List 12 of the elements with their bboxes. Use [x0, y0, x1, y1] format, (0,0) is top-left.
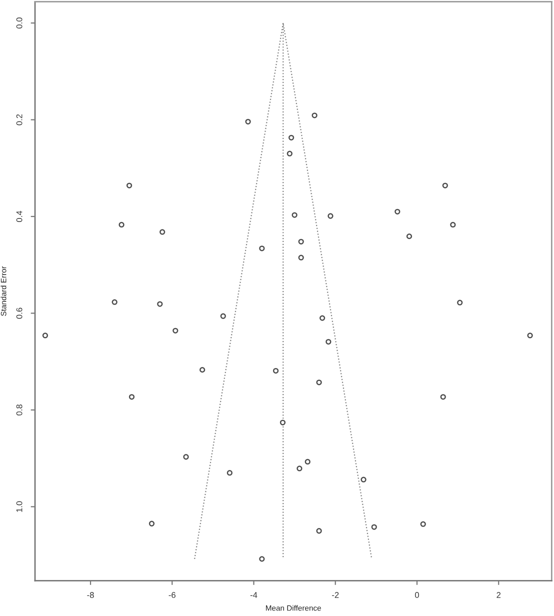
y-tick-label: 0.0 [16, 18, 22, 28]
x-tick-label: 2 [496, 592, 501, 598]
y-tick-label: 0.4 [16, 210, 22, 222]
y-tick-label: 0.2 [16, 114, 22, 126]
x-tick-label: -8 [87, 592, 94, 598]
x-tick-label: 0 [415, 592, 419, 598]
x-tick-label: -4 [250, 592, 258, 598]
y-tick-label: 0.6 [16, 308, 22, 319]
x-tick-label: -2 [332, 592, 339, 598]
x-tick-label: -6 [168, 592, 176, 598]
y-tick-label: 0.8 [16, 404, 22, 416]
y-tick-label: 1.0 [16, 501, 22, 512]
